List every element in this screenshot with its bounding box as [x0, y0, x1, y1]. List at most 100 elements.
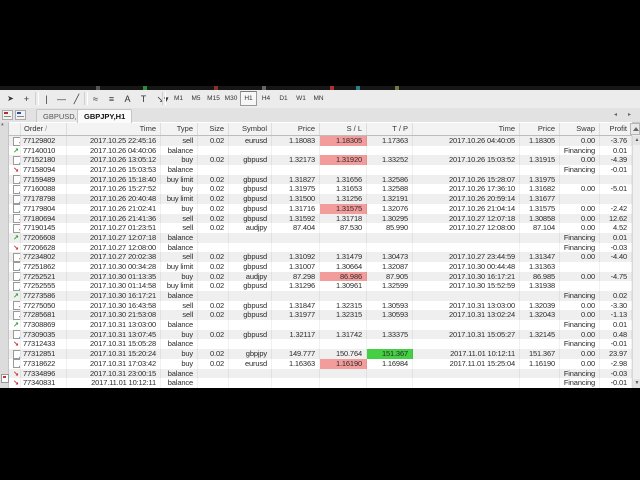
column-header-price[interactable]: Price — [272, 123, 320, 135]
cell-sl: 1.16190 — [320, 358, 367, 369]
column-header-sl[interactable]: S / L — [320, 123, 367, 135]
column-options-button[interactable] — [630, 123, 640, 135]
cell-close_price — [520, 232, 560, 243]
cell-close_price: 1.32145 — [520, 329, 560, 340]
column-header-tp[interactable]: T / P — [367, 123, 413, 135]
table-row[interactable]: ↗ 77206608 2017.10.27 12:07:18 balance Finan… — [9, 232, 632, 243]
fibonacci-tool-icon[interactable]: ≈ — [88, 91, 103, 106]
table-row[interactable]: ↗ 77273586 2017.10.30 16:17:21 balance Finan… — [9, 291, 632, 301]
cell-symbol — [229, 145, 272, 156]
chart-window-button[interactable] — [2, 110, 13, 120]
cell-open_time: 2017.10.31 13:07:45 — [67, 329, 161, 340]
cell-order: 77309035 — [21, 329, 67, 340]
scroll-up-icon[interactable]: ▲ — [633, 136, 640, 145]
cell-swap: Financing — [560, 242, 600, 253]
cell-tp: 1.30593 — [367, 300, 413, 311]
cell-order: 77308869 — [21, 320, 67, 330]
table-row[interactable]: ↘ 77206628 2017.10.27 12:08:00 balance Finan… — [9, 242, 632, 253]
cell-symbol — [229, 165, 272, 175]
table-row[interactable]: ↘ 77312433 2017.10.31 15:05:28 balance Finan… — [9, 339, 632, 350]
timeframe-button-h1[interactable]: H1 — [240, 91, 257, 106]
timeframe-button-h4[interactable]: H4 — [257, 91, 275, 106]
column-header-icon[interactable] — [9, 123, 21, 135]
cursor-tool-icon[interactable]: ➤ — [3, 91, 18, 106]
timeframe-button-w1[interactable]: W1 — [292, 91, 310, 106]
cell-tp: 151.367 — [367, 349, 413, 359]
timeframe-button-m15[interactable]: M15 — [205, 91, 222, 106]
cell-tp: 1.16984 — [367, 358, 413, 369]
column-header-open_time[interactable]: Time — [67, 123, 161, 135]
tab-scroll-left-icon[interactable]: ◂ — [613, 112, 617, 118]
tab-scroll-right-icon[interactable]: ▸ — [627, 112, 631, 118]
cell-swap: 0.00 — [560, 271, 600, 282]
table-row[interactable]: ↗ 77308869 2017.10.31 13:03:00 balance Finan… — [9, 320, 632, 330]
column-header-close_time[interactable]: Time — [413, 123, 520, 135]
trendline-tool-icon[interactable]: ╱ — [69, 91, 84, 106]
chart-window-button[interactable] — [15, 110, 26, 120]
timeframe-button-m30[interactable]: M30 — [222, 91, 240, 106]
column-header-symbol[interactable]: Symbol — [229, 123, 272, 135]
table-row[interactable]: ↘ 77158094 2017.10.26 15:03:53 balance Finan… — [9, 165, 632, 175]
timeframe-button-mn[interactable]: MN — [310, 91, 327, 106]
timeframe-button-m5[interactable]: M5 — [187, 91, 205, 106]
timeframe-button-m1[interactable]: M1 — [170, 91, 187, 106]
channel-tool-icon[interactable]: ≡ — [104, 91, 119, 106]
cell-swap: 0.00 — [560, 358, 600, 369]
cell-tp — [367, 242, 413, 253]
cell-close_price: 1.31575 — [520, 203, 560, 214]
column-header-profit[interactable]: Profit — [600, 123, 632, 135]
column-header-size[interactable]: Size — [198, 123, 229, 135]
cell-type: balance — [161, 145, 198, 156]
cell-order: 77190145 — [21, 223, 67, 233]
crosshair-tool-icon[interactable]: + — [19, 91, 34, 106]
column-header-order[interactable]: Order / — [21, 123, 67, 135]
table-row[interactable]: ↘ 77334896 2017.10.31 23:00:15 balance Finan… — [9, 368, 632, 379]
vertical-line-tool-icon[interactable]: | — [39, 91, 54, 106]
column-header-swap[interactable]: Swap — [560, 123, 600, 135]
table-row[interactable]: ↗ 77140010 2017.10.26 04:40:06 balance Finan… — [9, 145, 632, 156]
cell-open_time: 2017.10.30 16:43:58 — [67, 300, 161, 311]
cell-tp: 1.32588 — [367, 184, 413, 195]
cell-icon: ↘ — [9, 339, 21, 350]
chart-tab-gbpjpy-h1[interactable]: GBPJPY,H1 — [77, 109, 133, 123]
cell-size: 0.02 — [198, 203, 229, 214]
cell-symbol — [229, 320, 272, 330]
cell-size — [198, 320, 229, 330]
cell-swap: 0.00 — [560, 136, 600, 146]
cell-order: 77252555 — [21, 281, 67, 291]
cell-open_time: 2017.10.26 04:40:06 — [67, 145, 161, 156]
cell-swap — [560, 194, 600, 204]
cell-sl: 1.31742 — [320, 329, 367, 340]
toolbar-separator — [162, 92, 166, 105]
table-row[interactable]: ↘ 77340831 2017.11.01 10:12:11 balance Finan… — [9, 378, 632, 388]
cell-icon: ↗ — [9, 232, 21, 243]
cell-tp: 1.30295 — [367, 213, 413, 224]
vertical-scrollbar[interactable]: ▲ ▼ — [632, 136, 640, 424]
label-tool-icon[interactable]: T — [136, 91, 151, 106]
column-header-close_price[interactable]: Price — [520, 123, 560, 135]
horizontal-line-tool-icon[interactable]: — — [54, 91, 69, 106]
sell-order-icon: ▾ — [13, 310, 20, 320]
text-tool-icon[interactable]: A — [120, 91, 135, 106]
column-header-type[interactable]: Type — [161, 123, 198, 135]
scroll-down-icon[interactable]: ▼ — [633, 379, 640, 388]
timeframe-button-d1[interactable]: D1 — [275, 91, 292, 106]
